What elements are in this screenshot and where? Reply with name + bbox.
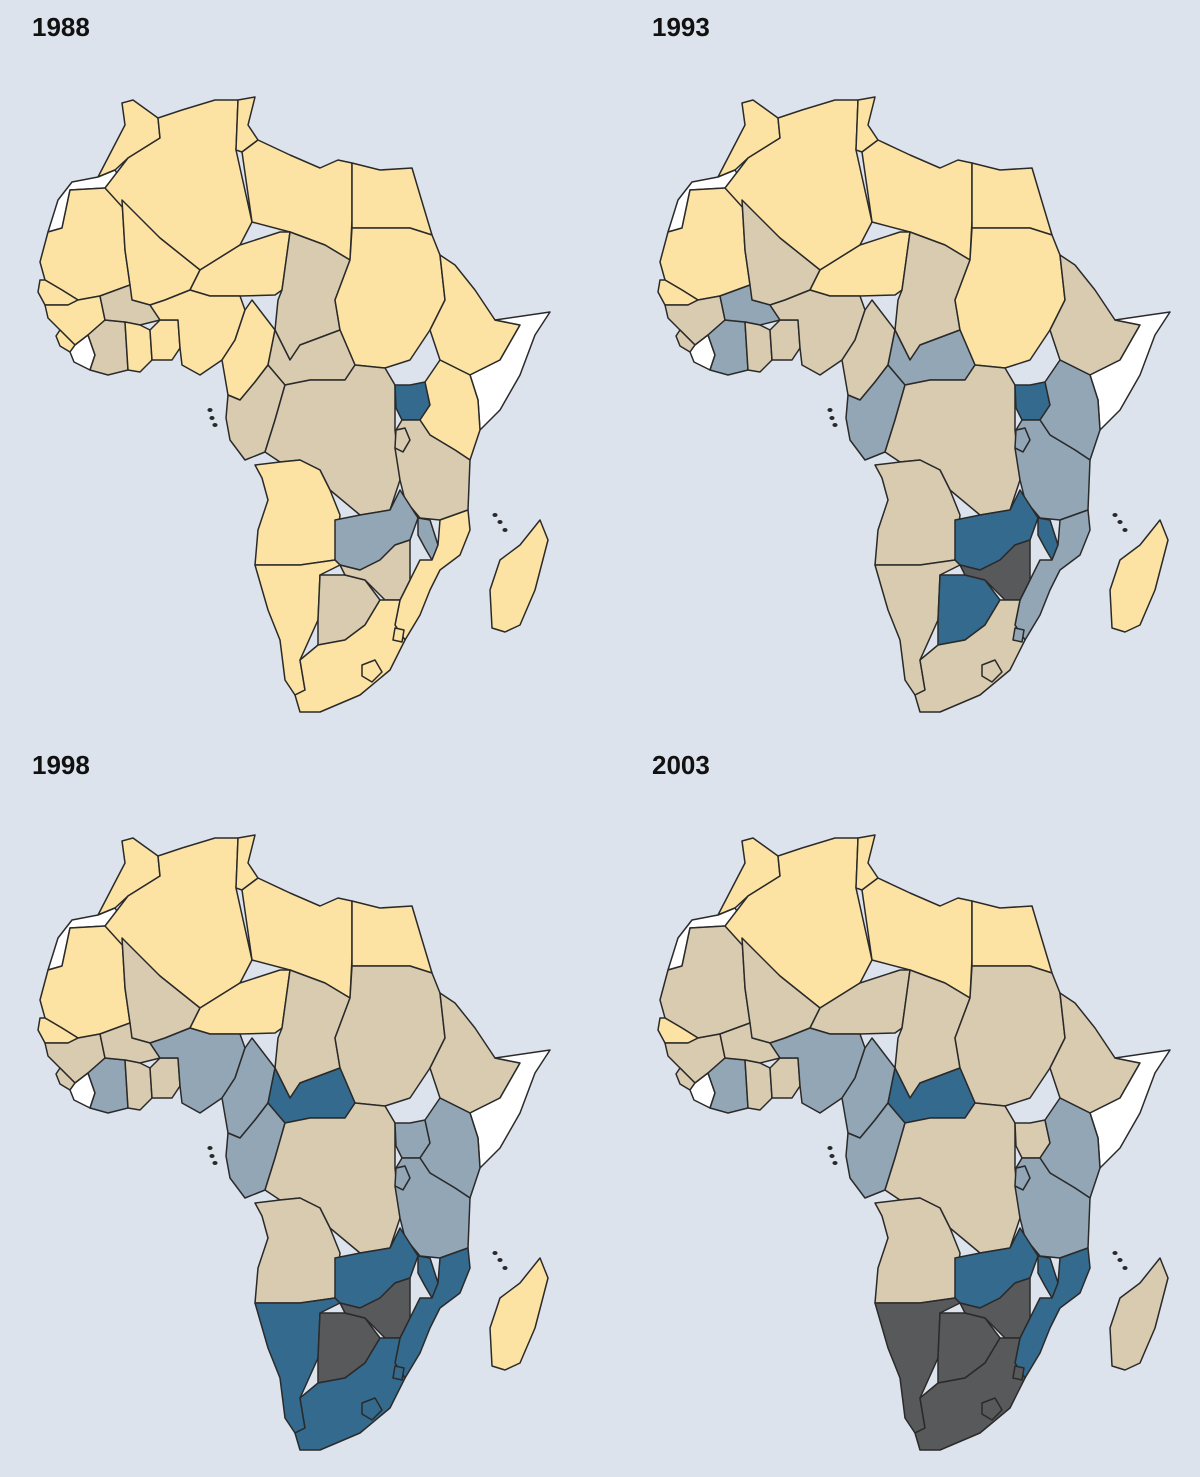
africa-map — [657, 834, 1171, 1451]
island-marker — [212, 1161, 218, 1165]
island-marker — [207, 1146, 213, 1150]
island-marker — [1122, 1266, 1128, 1270]
region-egypt — [351, 162, 433, 236]
island-marker — [497, 520, 503, 524]
africa-map — [37, 834, 551, 1451]
region-ghana — [124, 1059, 153, 1111]
region-zimbabwe — [339, 1277, 411, 1339]
region-egypt — [351, 900, 433, 974]
region-ghana — [744, 1059, 773, 1111]
region-ghana — [124, 321, 153, 373]
region-sierra-leone — [675, 329, 696, 353]
region-togo-benin — [149, 319, 181, 361]
region-lesotho — [981, 659, 1003, 683]
region-zimbabwe — [959, 539, 1031, 601]
region-egypt — [971, 900, 1053, 974]
panel-year-label: 2003 — [652, 750, 710, 780]
region-madagascar — [489, 519, 549, 633]
region-swaziland — [1012, 1365, 1025, 1381]
map-regions — [657, 834, 1171, 1451]
region-swaziland — [392, 1365, 405, 1381]
region-lesotho — [981, 1397, 1003, 1421]
region-lesotho — [361, 659, 383, 683]
map-panel-1993: 1993 — [620, 0, 1200, 738]
island-marker — [832, 423, 838, 427]
island-marker — [1112, 513, 1118, 517]
island-marker — [502, 528, 508, 532]
region-madagascar — [489, 1257, 549, 1371]
island-marker — [827, 1146, 833, 1150]
island-marker — [829, 1154, 835, 1158]
region-zimbabwe — [339, 539, 411, 601]
region-sudan — [954, 227, 1066, 369]
region-togo-benin — [769, 319, 801, 361]
island-marker — [502, 1266, 508, 1270]
map-panel-2003: 2003 — [620, 738, 1200, 1476]
region-madagascar — [1109, 519, 1169, 633]
panel-year-label: 1993 — [652, 12, 710, 42]
region-morocco — [717, 99, 781, 178]
island-marker — [1117, 520, 1123, 524]
island-marker — [207, 408, 213, 412]
island-marker — [492, 513, 498, 517]
africa-map — [657, 96, 1171, 713]
island-marker — [1117, 1258, 1123, 1262]
region-swaziland — [1012, 627, 1025, 643]
panel-year-label: 1998 — [32, 750, 90, 780]
map-regions — [37, 96, 551, 713]
africa-map — [37, 96, 551, 713]
map-panel-1998: 1998 — [0, 738, 600, 1476]
region-sierra-leone — [55, 329, 76, 353]
island-marker — [209, 1154, 215, 1158]
region-lesotho — [361, 1397, 383, 1421]
island-marker — [832, 1161, 838, 1165]
island-marker — [209, 416, 215, 420]
island-marker — [827, 408, 833, 412]
region-togo-benin — [769, 1057, 801, 1099]
region-sudan — [954, 965, 1066, 1107]
region-morocco — [97, 99, 161, 178]
island-marker — [212, 423, 218, 427]
region-morocco — [717, 837, 781, 916]
region-egypt — [971, 162, 1053, 236]
map-panel-1988: 1988 — [0, 0, 600, 738]
region-sierra-leone — [675, 1067, 696, 1091]
region-madagascar — [1109, 1257, 1169, 1371]
region-sierra-leone — [55, 1067, 76, 1091]
region-swaziland — [392, 627, 405, 643]
region-morocco — [97, 837, 161, 916]
region-sudan — [334, 965, 446, 1107]
island-marker — [1122, 528, 1128, 532]
panel-year-label: 1988 — [32, 12, 90, 42]
region-sudan — [334, 227, 446, 369]
map-regions — [37, 834, 551, 1451]
island-marker — [497, 1258, 503, 1262]
island-marker — [1112, 1251, 1118, 1255]
island-marker — [829, 416, 835, 420]
map-regions — [657, 96, 1171, 713]
region-togo-benin — [149, 1057, 181, 1099]
region-ghana — [744, 321, 773, 373]
island-marker — [492, 1251, 498, 1255]
region-zimbabwe — [959, 1277, 1031, 1339]
